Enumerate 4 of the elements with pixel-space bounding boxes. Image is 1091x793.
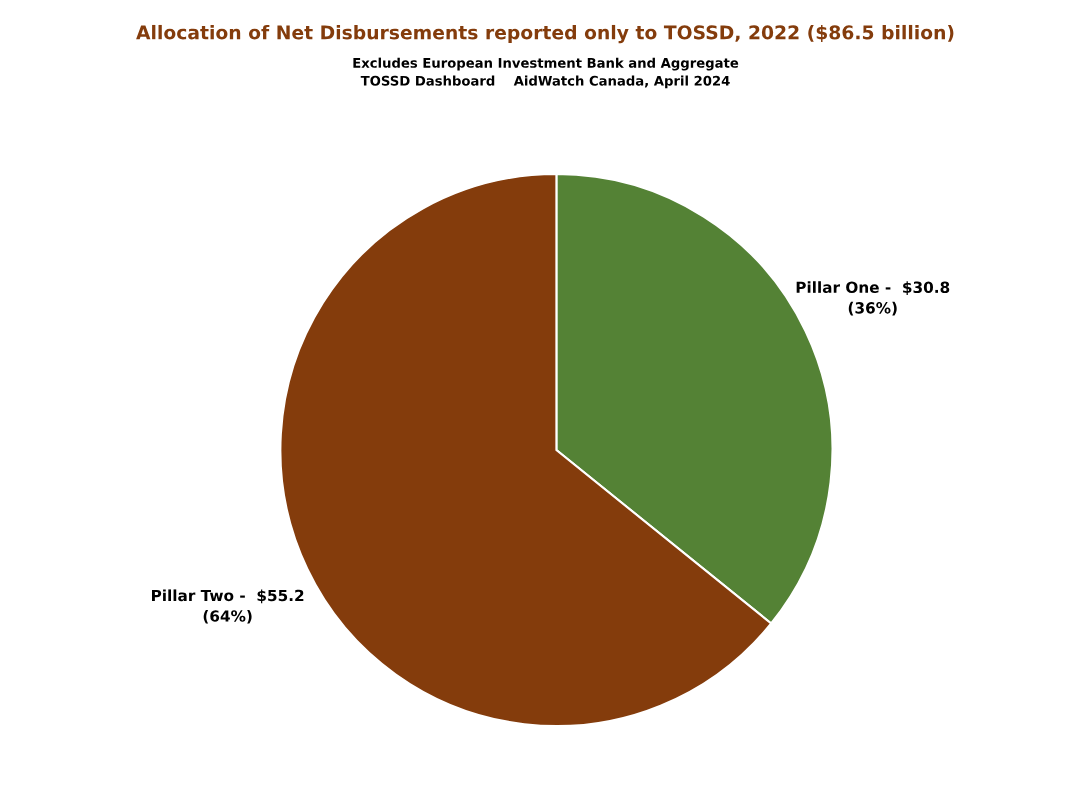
chart-title: Allocation of Net Disbursements reported only to TOSSD, 2022 ($86.5 billion) xyxy=(136,24,954,44)
chart-subtitle: Excludes European Investment Bank and Aggregate TOSSD Dashboard AidWatch Canada, April 2024 xyxy=(353,57,739,89)
slice-label: Pillar Two - $55.2 (64%) xyxy=(152,589,304,624)
slice-label: Pillar One - $30.8 (36%) xyxy=(796,281,950,316)
